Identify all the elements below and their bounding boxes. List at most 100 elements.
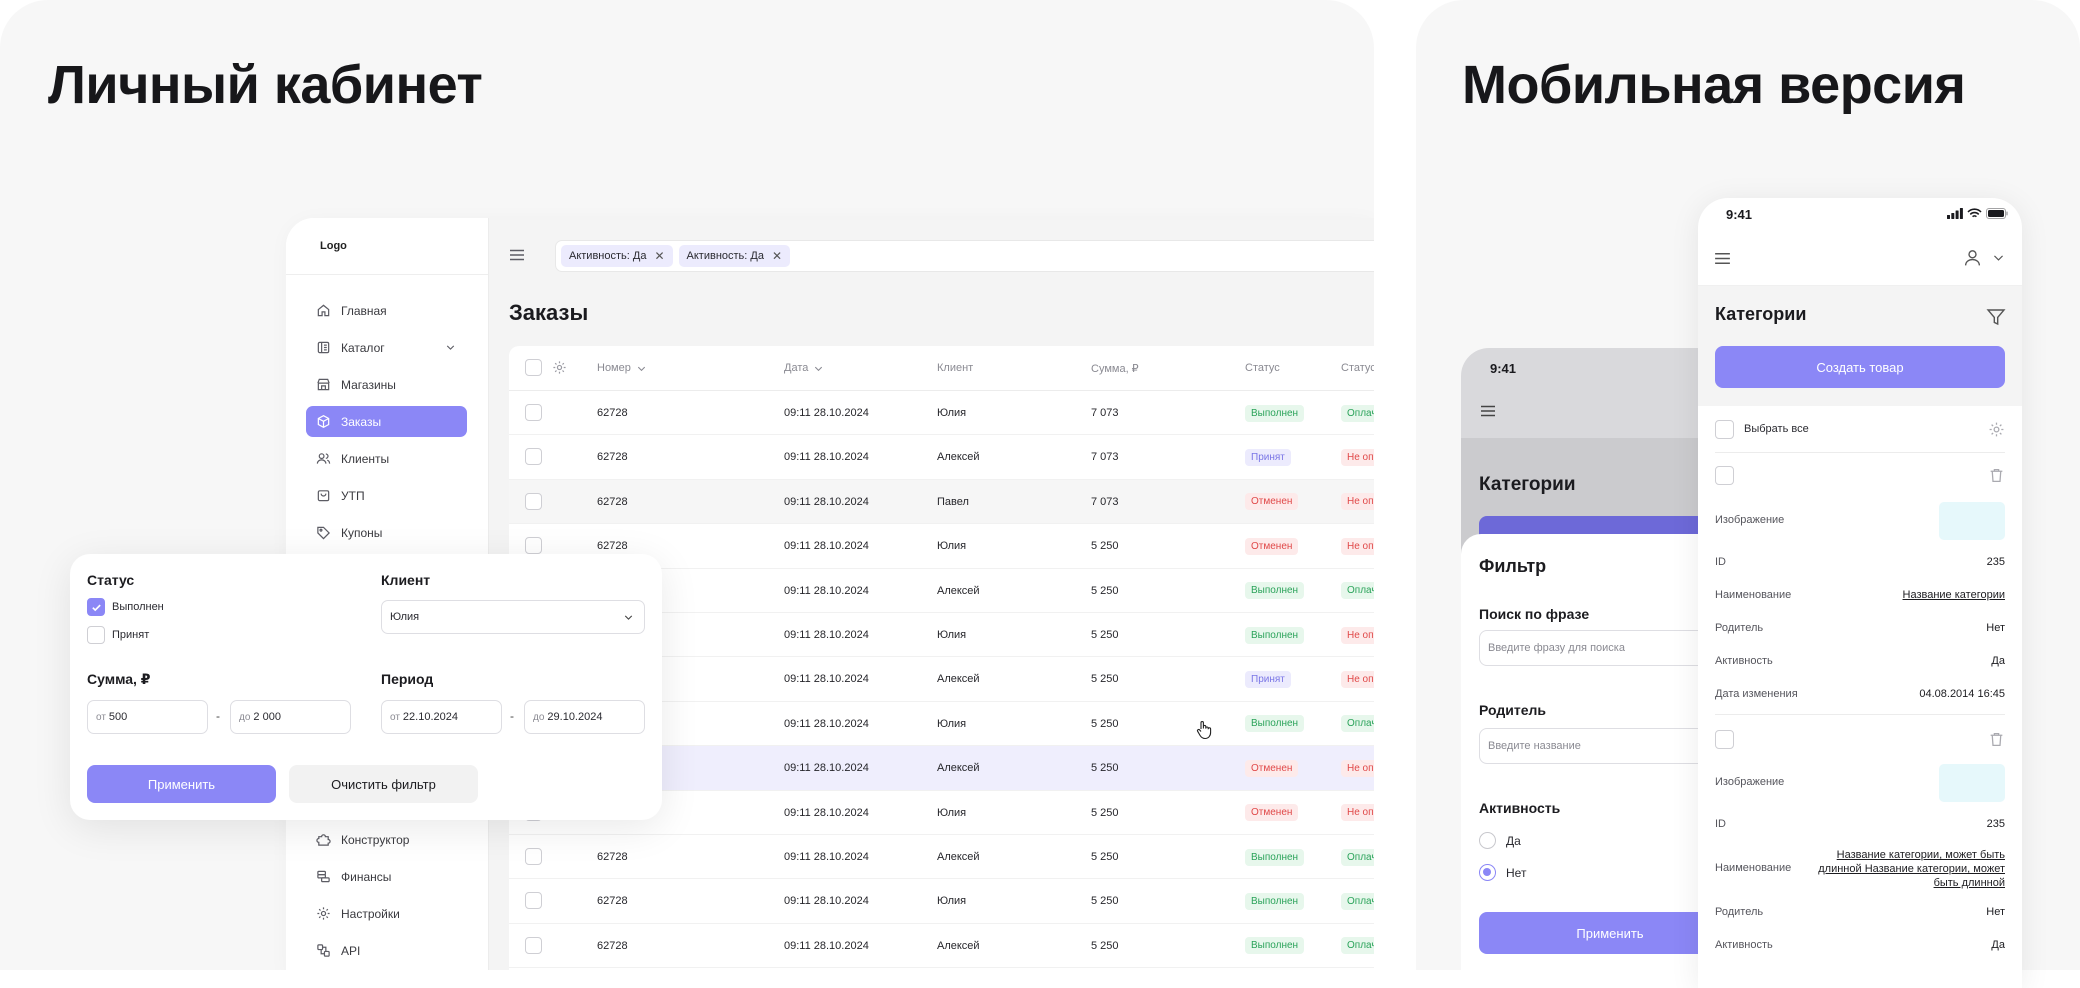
cell-status: Выполнен — [1245, 835, 1305, 879]
trash-icon[interactable] — [1988, 731, 2005, 748]
home-icon — [316, 303, 331, 318]
cell-status: Выполнен — [1245, 702, 1305, 746]
chevron-down-icon[interactable] — [444, 341, 457, 354]
chevron-down-icon[interactable] — [1992, 251, 2005, 264]
chevron-down-icon — [622, 611, 635, 624]
column-header-payment-status[interactable]: Статус — [1341, 346, 1374, 390]
radio[interactable] — [1479, 832, 1496, 849]
row-checkbox[interactable] — [525, 848, 542, 865]
field-label: Активность — [1715, 655, 1773, 667]
select-all-checkbox[interactable] — [525, 359, 542, 376]
sidebar-item-catalog[interactable]: Каталог — [306, 332, 467, 363]
sidebar-item-stores[interactable]: Магазины — [306, 369, 467, 400]
menu-icon[interactable] — [508, 246, 526, 264]
page-title: Категории — [1715, 304, 1807, 324]
cell-status: Отменен — [1245, 746, 1299, 790]
activity-option-yes[interactable]: Да — [1479, 832, 1521, 849]
table-row[interactable]: 62728 09:11 28.10.2024 Алексей 5 250 Выполне… — [509, 835, 1374, 880]
cell-status: Отменен — [1245, 524, 1299, 568]
page-title: Заказы — [509, 300, 589, 325]
row-checkbox[interactable] — [525, 404, 542, 421]
desktop-showcase-panel: Личный кабинет Logo Главная Каталог Мага… — [48, 55, 1374, 970]
clear-filter-button[interactable]: Очистить фильтр — [289, 765, 478, 803]
sidebar-item-label: УТП — [341, 488, 365, 503]
menu-icon[interactable] — [1713, 249, 1732, 268]
close-icon[interactable]: ✕ — [771, 249, 783, 263]
select-all-checkbox[interactable] — [1715, 420, 1734, 439]
activity-option-no[interactable]: Нет — [1479, 864, 1526, 881]
checkbox[interactable] — [87, 626, 105, 644]
select-all-label: Выбрать все — [1744, 423, 1809, 435]
cell-date: 09:11 28.10.2024 — [784, 762, 869, 775]
category-name-link[interactable]: Название категории, может быть длинной Н… — [1818, 849, 2005, 889]
item-thumbnail[interactable] — [1939, 502, 2005, 540]
period-to-input[interactable]: до 29.10.2024 — [524, 700, 645, 734]
parent-input[interactable]: Введите название — [1479, 728, 1731, 764]
table-row[interactable]: 62728 09:11 28.10.2024 Павел 7 073 Отменен Не… — [509, 479, 1374, 525]
sum-from-input[interactable]: от 500 — [87, 700, 208, 734]
input-value: 22.10.2024 — [402, 711, 458, 723]
table-row[interactable]: 62728 09:11 28.10.2024 Юлия 5 250 Отменен Не … — [509, 524, 1374, 569]
category-name-link[interactable]: Название категории — [1902, 589, 2005, 601]
sidebar-item-settings[interactable]: Настройки — [306, 898, 467, 929]
column-header-number[interactable]: Номер — [597, 346, 647, 390]
row-checkbox[interactable] — [525, 892, 542, 910]
row-checkbox[interactable] — [525, 492, 542, 510]
filter-chip[interactable]: Активность: Да ✕ — [561, 245, 673, 267]
table-row[interactable]: 09:11 28.10.2024 Юлия 5 250 Отменен Не оп — [509, 791, 1374, 835]
status-option-done[interactable]: Выполнен — [87, 598, 164, 616]
status-badge: Выполнен — [1245, 404, 1305, 422]
table-row[interactable]: 62728 09:11 28.10.2024 Алексей 7 073 Принят Н… — [509, 435, 1374, 480]
user-icon[interactable] — [1963, 248, 1982, 267]
row-checkbox[interactable] — [525, 537, 542, 555]
item-checkbox[interactable] — [1715, 730, 1734, 749]
column-header-date[interactable]: Дата — [784, 346, 824, 390]
sidebar-item-api[interactable]: API — [306, 935, 467, 966]
item-checkbox[interactable] — [1715, 466, 1734, 485]
table-row[interactable]: 62728 09:11 28.10.2024 Юлия 5 250 Выполнен Оп… — [509, 879, 1374, 924]
column-header-sum[interactable]: Сумма, ₽ — [1091, 346, 1139, 390]
sidebar-item-home[interactable]: Главная — [306, 295, 467, 326]
table-row[interactable]: 62728 09:11 28.10.2024 Алексей 5 250 Выполне… — [509, 924, 1374, 969]
checkbox-checked[interactable] — [87, 598, 105, 616]
categories-list: Выбрать все Изображение ID 235 Наименован… — [1698, 406, 2022, 988]
sum-to-input[interactable]: до 2 000 — [230, 700, 351, 734]
status-badge: Отменен — [1245, 759, 1299, 777]
table-row[interactable]: 09:11 28.10.2024 Алексей 5 250 Выполнен Опла… — [509, 569, 1374, 613]
menu-icon[interactable] — [1479, 402, 1497, 420]
filter-icon[interactable] — [1986, 307, 2006, 327]
cell-date: 09:11 28.10.2024 — [784, 717, 869, 730]
trash-icon[interactable] — [1988, 467, 2005, 484]
apply-filter-button[interactable]: Применить — [1479, 912, 1731, 954]
row-checkbox[interactable] — [525, 936, 542, 954]
column-header-client[interactable]: Клиент — [937, 346, 973, 390]
client-select[interactable]: Юлия — [381, 600, 645, 634]
item-thumbnail[interactable] — [1939, 764, 2005, 802]
sidebar-item-coupons[interactable]: Купоны — [306, 517, 467, 548]
period-from-input[interactable]: от 22.10.2024 — [381, 700, 502, 734]
sidebar-item-label: Магазины — [341, 377, 396, 392]
apply-filter-button[interactable]: Применить — [87, 765, 276, 803]
sidebar-item-orders[interactable]: Заказы — [306, 406, 467, 437]
table-row[interactable]: 62728 09:11 28.10.2024 Юлия 7 073 Выполнен Оп… — [509, 391, 1374, 436]
sidebar-item-constructor[interactable]: Конструктор — [306, 824, 467, 855]
cell-payment-status: Не оп — [1341, 791, 1374, 835]
sidebar-item-finance[interactable]: Финансы — [306, 861, 467, 892]
sidebar-item-usp[interactable]: УТП — [306, 480, 467, 511]
phrase-search-input[interactable]: Введите фразу для поиска — [1479, 630, 1731, 666]
active-filters-bar[interactable]: Активность: Да ✕ Активность: Да ✕ — [555, 240, 1374, 272]
cell-client: Алексей — [937, 851, 980, 863]
close-icon[interactable]: ✕ — [654, 249, 665, 263]
row-checkbox[interactable] — [525, 448, 542, 466]
filter-chip[interactable]: Активность: Да ✕ — [678, 245, 791, 267]
status-option-accepted[interactable]: Принят — [87, 626, 149, 644]
column-header-status[interactable]: Статус — [1245, 346, 1280, 390]
range-dash: - — [510, 709, 514, 723]
cell-date: 09:11 28.10.2024 — [784, 629, 869, 641]
radio-checked[interactable] — [1479, 864, 1496, 881]
gear-icon[interactable] — [552, 360, 567, 375]
create-product-button[interactable]: Создать товар — [1715, 346, 2005, 388]
input-prefix: от — [96, 711, 106, 723]
sidebar-item-clients[interactable]: Клиенты — [306, 443, 467, 474]
gear-icon[interactable] — [1988, 421, 2005, 438]
